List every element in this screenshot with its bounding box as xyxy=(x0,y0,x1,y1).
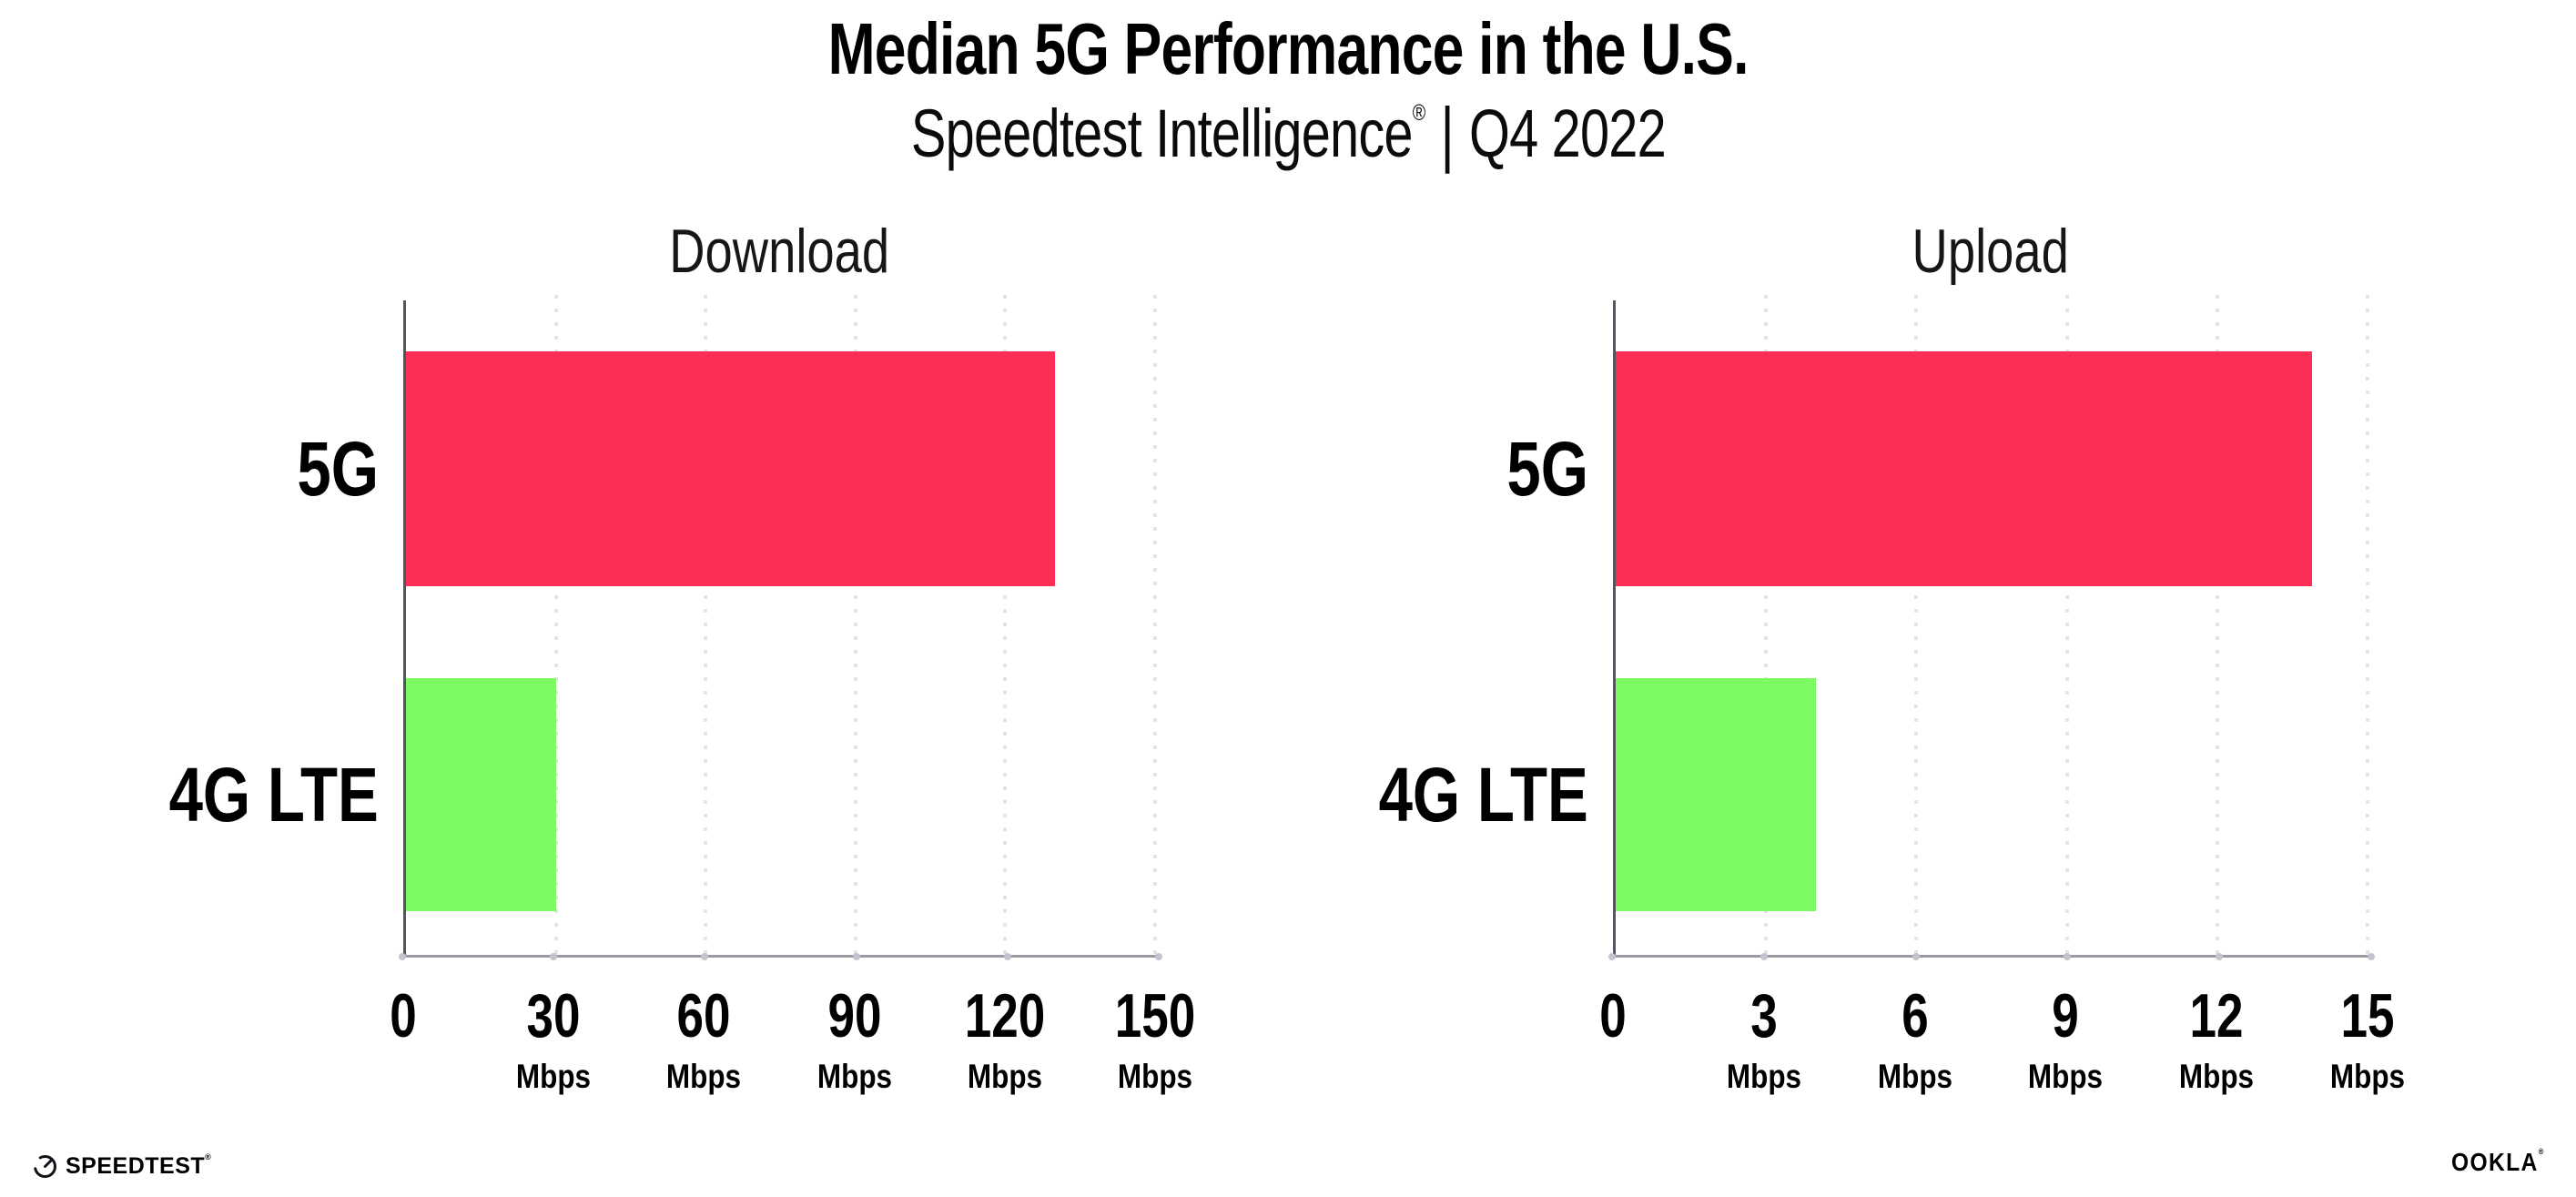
x-tick-30: 30 Mbps xyxy=(417,956,690,1093)
download-chart: Download 5G 4G LTE 0 30 Mbps 60 Mbps 90 Mbps 120… xyxy=(169,220,1196,1093)
x-tick-unit: Mbps xyxy=(1726,1058,1801,1095)
x-tick-unit: Mbps xyxy=(516,1058,592,1095)
speedtest-trademark-mark: ® xyxy=(205,1152,212,1161)
x-tick-value: 90 xyxy=(827,981,882,1050)
x-axis-line xyxy=(399,952,1162,960)
gridline-30-mbps xyxy=(553,295,558,959)
4g-lte-download-bar xyxy=(406,678,556,911)
category-label-text: 5G xyxy=(1506,426,1588,512)
x-tick-unit: Mbps xyxy=(1877,1058,1952,1095)
ookla-logo: OOKLA® xyxy=(2439,1147,2545,1176)
gridline-6-mbps xyxy=(1914,295,1919,959)
x-tick-value: 0 xyxy=(390,981,417,1050)
x-axis-tick-dot-15 xyxy=(2368,952,2375,960)
category-label-text: 5G xyxy=(297,426,379,512)
x-axis-tick-dot-0 xyxy=(1608,952,1616,960)
x-tick-0: 0 xyxy=(1476,956,1749,1047)
category-label-5g: 5G xyxy=(277,431,379,507)
x-tick-3: 3 Mbps xyxy=(1628,956,1901,1093)
x-tick-15: 15 Mbps xyxy=(2231,956,2504,1093)
category-label-4g-lte: 4G LTE xyxy=(117,756,379,833)
x-axis-tick-dot-6 xyxy=(1912,952,1920,960)
header: Median 5G Performance in the U.S. Speedt… xyxy=(0,0,2576,175)
x-tick-value: 120 xyxy=(964,981,1046,1050)
category-label-4g-lte: 4G LTE xyxy=(1326,756,1588,833)
category-label-5g: 5G xyxy=(1486,431,1588,507)
x-axis-tick-dot-90 xyxy=(852,952,860,960)
upload-chart-title: Upload xyxy=(1613,220,2368,282)
x-tick-value: 12 xyxy=(2189,981,2244,1050)
upload-chart-title-text: Upload xyxy=(1912,217,2069,286)
x-tick-value: 0 xyxy=(1599,981,1627,1050)
x-tick-unit: Mbps xyxy=(967,1058,1042,1095)
gridline-15-mbps xyxy=(2366,295,2369,959)
subtitle-separator: | xyxy=(1440,92,1454,175)
upload-chart: Upload 5G 4G LTE 0 3 Mbps 6 Mbps 9 Mbps 12 Mbps 15… xyxy=(1379,220,2405,1093)
x-tick-9: 9 Mbps xyxy=(1929,956,2202,1093)
x-axis-tick-dot-12 xyxy=(2216,952,2224,960)
upload-plot-area: 5G 4G LTE xyxy=(1379,295,2375,960)
ookla-trademark-mark: ® xyxy=(2538,1147,2545,1156)
gridline-9-mbps xyxy=(2064,295,2069,959)
x-tick-unit: Mbps xyxy=(2179,1058,2255,1095)
x-axis-tick-dot-120 xyxy=(1003,952,1011,960)
ookla-logo-text: OOKLA® xyxy=(2451,1147,2545,1176)
gridline-90-mbps xyxy=(853,295,857,959)
x-axis-tick-dot-150 xyxy=(1155,952,1162,960)
gridline-60-mbps xyxy=(704,295,708,959)
x-tick-60: 60 Mbps xyxy=(567,956,840,1093)
download-plot-area: 5G 4G LTE xyxy=(169,295,1162,960)
x-tick-value: 6 xyxy=(1901,981,1929,1050)
x-tick-unit: Mbps xyxy=(1117,1058,1193,1095)
page-title: Median 5G Performance in the U.S. xyxy=(0,0,2576,86)
gridline-150-mbps xyxy=(1153,295,1157,959)
speedtest-wordmark: SPEEDTEST xyxy=(66,1153,206,1179)
download-chart-title-text: Download xyxy=(669,217,889,286)
x-tick-value: 60 xyxy=(676,981,731,1050)
x-tick-90: 90 Mbps xyxy=(718,956,991,1093)
x-tick-unit: Mbps xyxy=(2329,1058,2406,1095)
subtitle-brand: Speedtest Intelligence xyxy=(910,96,1413,171)
x-tick-value: 3 xyxy=(1750,981,1778,1050)
x-axis-tick-dot-60 xyxy=(701,952,709,960)
x-tick-value: 30 xyxy=(526,981,581,1050)
page-subtitle-text: Speedtest Intelligence® | Q4 2022 xyxy=(910,92,1666,175)
x-tick-120: 120 Mbps xyxy=(868,956,1141,1093)
5g-download-bar xyxy=(406,351,1056,586)
category-label-text: 4G LTE xyxy=(168,752,379,837)
page-title-text: Median 5G Performance in the U.S. xyxy=(827,8,1749,89)
speedtest-logo-text: SPEEDTEST® xyxy=(66,1152,212,1179)
speedtest-gauge-icon xyxy=(33,1154,57,1179)
x-tick-value: 9 xyxy=(2052,981,2080,1050)
x-tick-150: 150 Mbps xyxy=(1019,956,1292,1093)
x-tick-unit: Mbps xyxy=(666,1058,742,1095)
x-axis-line xyxy=(1608,952,2375,960)
4g-lte-upload-bar xyxy=(1616,678,1817,911)
x-tick-0: 0 xyxy=(267,956,540,1047)
x-axis-tick-dot-9 xyxy=(2064,952,2072,960)
gridline-12-mbps xyxy=(2215,295,2219,959)
x-tick-6: 6 Mbps xyxy=(1779,956,2052,1093)
x-tick-value: 15 xyxy=(2340,981,2395,1050)
x-tick-unit: Mbps xyxy=(2028,1058,2104,1095)
x-tick-12: 12 Mbps xyxy=(2080,956,2353,1093)
x-axis-tick-dot-30 xyxy=(550,952,558,960)
subtitle-period: Q4 2022 xyxy=(1468,96,1667,171)
5g-upload-bar xyxy=(1616,351,2313,586)
gridline-120-mbps xyxy=(1003,295,1008,959)
x-tick-value: 150 xyxy=(1114,981,1196,1050)
gridline-3-mbps xyxy=(1764,295,1769,959)
speedtest-logo: SPEEDTEST® xyxy=(33,1152,212,1179)
download-chart-title: Download xyxy=(403,220,1155,282)
x-tick-unit: Mbps xyxy=(816,1058,892,1095)
ookla-wordmark: OOKLA xyxy=(2451,1148,2539,1176)
x-axis-tick-dot-3 xyxy=(1760,952,1768,960)
page-subtitle: Speedtest Intelligence® | Q4 2022 xyxy=(0,92,2576,175)
category-label-text: 4G LTE xyxy=(1378,752,1588,837)
registered-trademark-mark: ® xyxy=(1412,100,1425,126)
x-axis-tick-dot-0 xyxy=(399,952,406,960)
